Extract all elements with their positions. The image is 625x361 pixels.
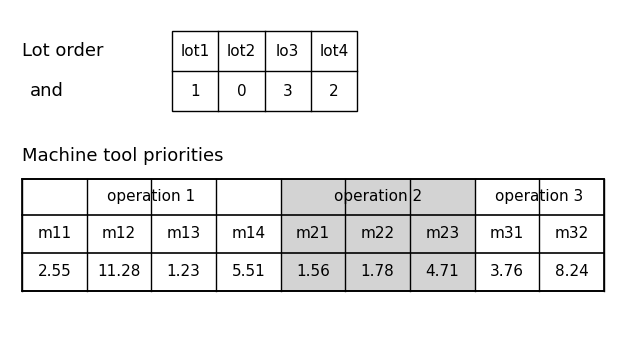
Text: 1.23: 1.23	[167, 265, 201, 279]
Text: m13: m13	[166, 226, 201, 242]
Text: lot2: lot2	[227, 43, 256, 58]
Text: 5.51: 5.51	[231, 265, 265, 279]
Text: operation 3: operation 3	[495, 190, 584, 204]
Text: lo3: lo3	[276, 43, 299, 58]
Text: 1: 1	[190, 83, 200, 99]
Text: and: and	[30, 82, 64, 100]
Text: 3: 3	[282, 83, 292, 99]
Text: Lot order: Lot order	[22, 42, 104, 60]
Text: operation 2: operation 2	[334, 190, 422, 204]
Text: 0: 0	[237, 83, 246, 99]
Text: 3.76: 3.76	[490, 265, 524, 279]
Text: lot1: lot1	[181, 43, 210, 58]
Text: m22: m22	[361, 226, 395, 242]
Text: m12: m12	[102, 226, 136, 242]
Bar	[172, 31, 357, 111]
Text: Machine tool priorities: Machine tool priorities	[22, 147, 224, 165]
Text: operation 1: operation 1	[107, 190, 196, 204]
Bar	[22, 179, 604, 291]
Text: 1.78: 1.78	[361, 265, 394, 279]
Text: 8.24: 8.24	[555, 265, 589, 279]
Text: 2.55: 2.55	[38, 265, 71, 279]
Text: m11: m11	[38, 226, 71, 242]
Bar	[410, 215, 474, 291]
Text: 2: 2	[329, 83, 339, 99]
Text: lot4: lot4	[319, 43, 349, 58]
Text: m21: m21	[296, 226, 330, 242]
Text: 11.28: 11.28	[98, 265, 141, 279]
Text: 4.71: 4.71	[426, 265, 459, 279]
Text: m32: m32	[554, 226, 589, 242]
Text: 1.56: 1.56	[296, 265, 330, 279]
Text: m31: m31	[490, 226, 524, 242]
Text: m23: m23	[425, 226, 459, 242]
Bar	[281, 179, 474, 215]
Bar	[281, 215, 346, 291]
Bar	[346, 215, 410, 291]
Text: m14: m14	[231, 226, 266, 242]
